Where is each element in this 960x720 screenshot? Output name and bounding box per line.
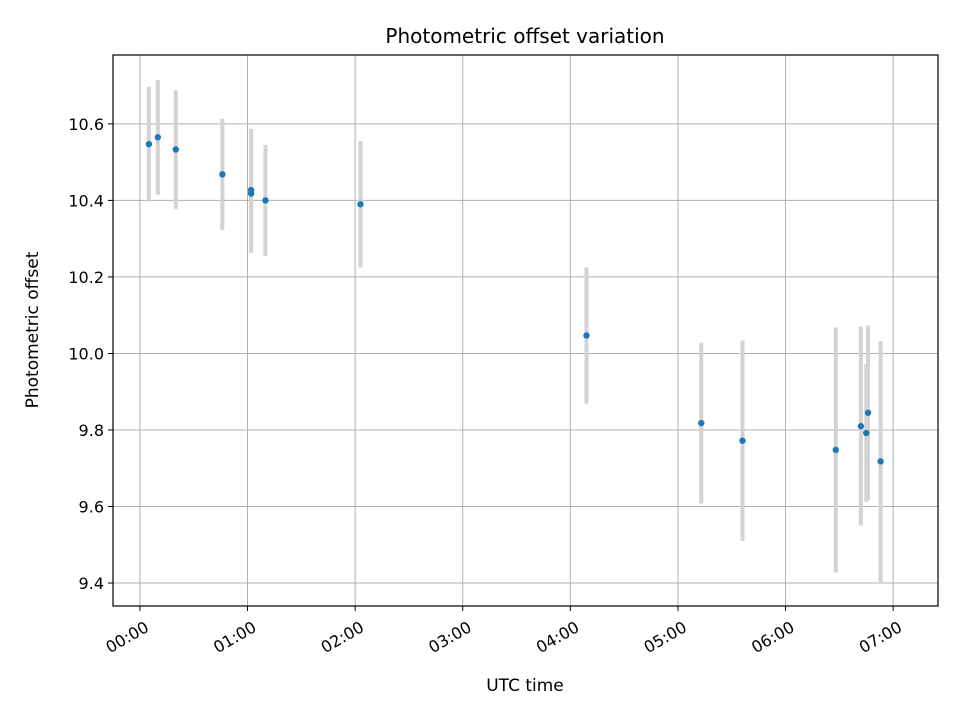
y-tick-label: 9.6 [79, 498, 104, 517]
data-point [154, 134, 162, 141]
tick-layer: 00:00 01:00 02:00 03:00 04:00 05:00 06:00 07:00… [68, 115, 905, 657]
x-tick-label: 07:00 [856, 617, 905, 657]
data-point [247, 186, 255, 194]
y-tick-label: 10.6 [68, 115, 104, 134]
data-point [172, 146, 179, 153]
plot-frame [112, 54, 939, 607]
chart-title: Photometric offset variation [385, 24, 664, 48]
data-point [864, 409, 872, 416]
y-tick-label: 10.0 [68, 344, 104, 363]
x-tick-label: 03:00 [425, 617, 474, 657]
data-point [857, 422, 865, 430]
data-point [357, 201, 364, 208]
x-tick-label: 02:00 [318, 617, 367, 657]
y-tick-label: 10.2 [68, 268, 104, 287]
data-point [262, 197, 269, 204]
data-point [219, 171, 226, 178]
grid-layer [113, 55, 938, 606]
data-point [583, 332, 590, 339]
x-tick-label: 06:00 [748, 617, 797, 657]
y-axis-title: Photometric offset [23, 251, 43, 408]
x-tick-label: 01:00 [210, 617, 259, 657]
x-tick-label: 04:00 [533, 617, 582, 657]
data-points [145, 134, 884, 465]
y-tick-label: 9.4 [79, 574, 104, 593]
y-tick-label: 9.8 [79, 421, 104, 440]
data-point [863, 429, 870, 437]
data-point [877, 458, 884, 465]
data-point [145, 140, 153, 148]
x-tick-label: 05:00 [641, 617, 690, 657]
data-point [739, 437, 746, 444]
x-axis-title: UTC time [486, 676, 564, 696]
data-point [832, 446, 839, 454]
y-tick-label: 10.4 [68, 191, 104, 210]
data-point [698, 419, 705, 427]
x-tick-label: 00:00 [102, 617, 151, 657]
